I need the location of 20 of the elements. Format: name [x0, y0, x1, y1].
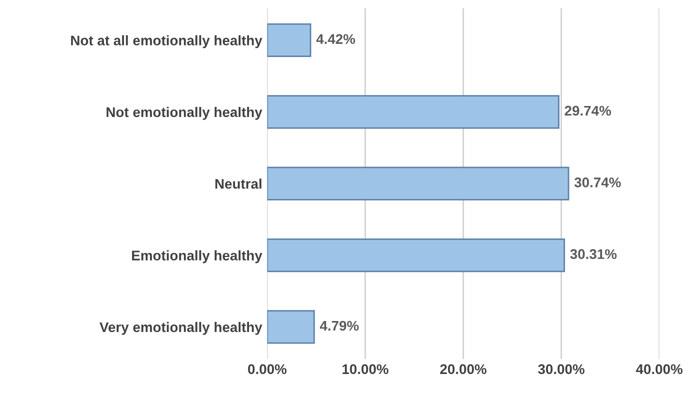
- x-tick-label: 0.00%: [248, 364, 287, 374]
- data-label: 4.79%: [320, 320, 359, 331]
- bar: [267, 166, 570, 200]
- data-label: 30.74%: [574, 177, 621, 188]
- bar: [267, 238, 566, 272]
- x-tick-label: 30.00%: [538, 364, 584, 374]
- bar: [267, 95, 560, 129]
- bar: [267, 23, 312, 58]
- x-tick-label: 40.00%: [636, 364, 682, 374]
- y-tick-label: Not emotionally healthy: [106, 106, 262, 120]
- x-tick-label: 10.00%: [342, 364, 388, 374]
- y-tick-label: Emotionally healthy: [132, 250, 262, 264]
- y-tick-label: Very emotionally healthy: [100, 322, 262, 335]
- x-tick-label: 20.00%: [440, 364, 486, 374]
- y-tick-label: Neutral: [215, 178, 262, 189]
- data-label: 4.42%: [316, 34, 356, 44]
- data-label: 30.31%: [570, 249, 617, 260]
- data-label: 29.74%: [564, 106, 612, 116]
- y-tick-label: Not at all emotionally healthy: [71, 35, 262, 48]
- bar: [267, 310, 315, 344]
